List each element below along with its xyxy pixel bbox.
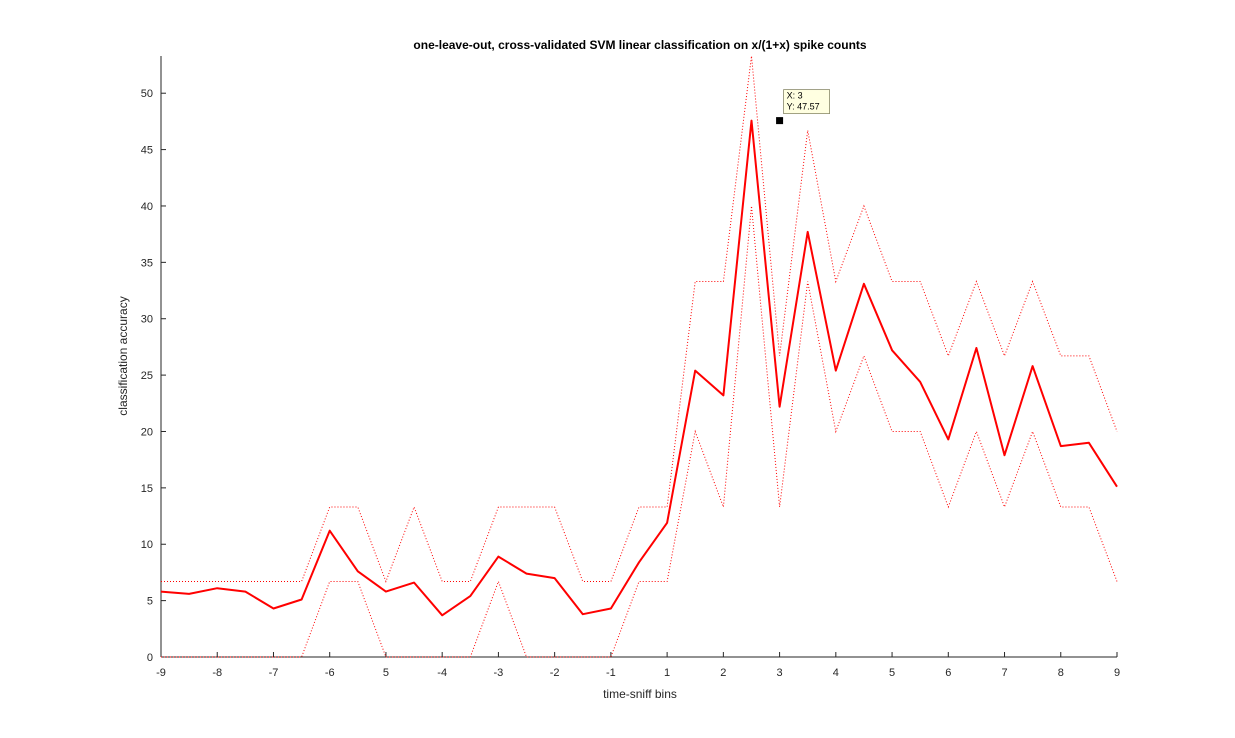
x-tick-label: -7 [269,667,279,679]
y-tick-label: 40 [141,201,153,213]
x-tick-label: 7 [1001,667,1007,679]
datatip-box [783,89,830,115]
x-tick-label: 8 [1058,667,1064,679]
x-tick-label: 2 [720,667,726,679]
series-upper-line [161,55,1118,583]
x-tick-label: -4 [437,667,447,679]
y-tick-label: 5 [147,596,153,608]
x-tick-label: -3 [494,667,504,679]
x-tick-label: 5 [383,667,389,679]
x-tick-label: 6 [945,667,951,679]
datatip-marker [776,117,784,125]
x-tick-label: 1 [664,667,670,679]
x-tick-label: 5 [889,667,895,679]
y-tick-label: 45 [141,145,153,157]
x-tick-label: 3 [777,667,783,679]
series-lower-line [161,205,1118,658]
x-tick-label: 4 [833,667,839,679]
x-tick-label: -2 [550,667,560,679]
x-tick-label: -9 [156,667,166,679]
x-tick-label: -1 [606,667,616,679]
x-tick-label: -6 [325,667,335,679]
y-tick-label: 20 [141,426,153,438]
y-tick-label: 50 [141,88,153,100]
y-tick-label: 10 [141,539,153,551]
y-tick-label: 35 [141,257,153,269]
y-tick-label: 25 [141,370,153,382]
x-tick-label: -8 [212,667,222,679]
y-tick-label: 15 [141,483,153,495]
x-tick-label: 9 [1114,667,1120,679]
y-tick-label: 0 [147,652,153,664]
x-axis-label: time-sniff bins [603,687,677,701]
y-tick-label: 30 [141,314,153,326]
datatip-y-text: Y: 47.57 [787,102,820,112]
y-axis-label: classification accuracy [116,296,130,415]
series-mean-line [160,119,1118,617]
datatip-x-text: X: 3 [787,91,803,101]
chart-title: one-leave-out, cross-validated SVM linea… [413,38,866,52]
